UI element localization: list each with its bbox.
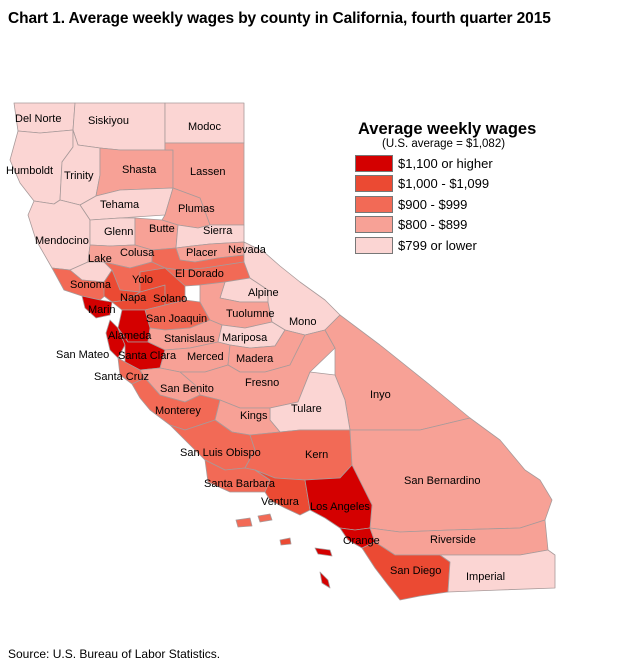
county-label-inyo: Inyo: [370, 389, 391, 401]
county-label-mariposa: Mariposa: [222, 332, 268, 344]
county-label-shasta: Shasta: [122, 164, 157, 176]
county-label-sonoma: Sonoma: [70, 279, 112, 291]
county-label-santa-barbara: Santa Barbara: [204, 478, 276, 490]
legend-item: $1,100 or higher: [352, 153, 582, 174]
legend-item: $1,000 - $1,099: [352, 174, 582, 195]
chart-title: Chart 1. Average weekly wages by county …: [8, 10, 551, 27]
county-label-madera: Madera: [236, 353, 274, 365]
county-label-fresno: Fresno: [245, 377, 279, 389]
legend-item: $800 - $899: [352, 215, 582, 236]
county-label-modoc: Modoc: [188, 121, 222, 133]
source-note: Source: U.S. Bureau of Labor Statistics.: [8, 647, 221, 661]
county-label-marin: Marin: [88, 304, 116, 316]
county-label-monterey: Monterey: [155, 405, 201, 417]
legend-items: $1,100 or higher $1,000 - $1,099 $900 - …: [352, 153, 582, 256]
legend-label: $800 - $899: [398, 217, 468, 233]
county-label-tulare: Tulare: [291, 403, 322, 415]
county-label-san-benito: San Benito: [160, 383, 214, 395]
county-label-san-diego: San Diego: [390, 565, 441, 577]
legend-label: $799 or lower: [398, 237, 477, 253]
map-legend: Average weekly wages (U.S. average = $1,…: [352, 120, 582, 256]
county-label-del-norte: Del Norte: [15, 113, 61, 125]
county-label-trinity: Trinity: [64, 170, 94, 182]
county-label-lake: Lake: [88, 253, 112, 265]
county-label-glenn: Glenn: [104, 226, 133, 238]
legend-swatch: [355, 154, 393, 172]
legend-subtitle: (U.S. average = $1,082): [382, 138, 506, 150]
county-label-san-mateo: San Mateo: [56, 349, 109, 361]
county-label-ventura: Ventura: [261, 496, 300, 508]
county-label-tehama: Tehama: [100, 199, 140, 211]
county-label-butte: Butte: [149, 223, 175, 235]
county-label-san-joaquin: San Joaquin: [146, 313, 207, 325]
county-ventura[interactable]: [254, 469, 311, 516]
county-label-orange: Orange: [343, 535, 380, 547]
island-santa-rosa: [235, 517, 253, 528]
legend-label: $1,000 - $1,099: [398, 176, 490, 192]
county-marin[interactable]: [81, 295, 113, 319]
legend-swatch: [355, 236, 393, 254]
county-label-el-dorado: El Dorado: [175, 268, 224, 280]
county-label-kings: Kings: [240, 410, 268, 422]
county-label-nevada: Nevada: [228, 244, 267, 256]
legend-label: $900 - $999: [398, 196, 468, 212]
county-label-alameda: Alameda: [108, 330, 152, 342]
legend-item: $900 - $999: [352, 194, 582, 215]
island-san-nicolas: [279, 537, 292, 546]
county-label-plumas: Plumas: [178, 203, 215, 215]
county-label-napa: Napa: [120, 292, 147, 304]
county-label-san-luis-obispo: San Luis Obispo: [180, 447, 261, 459]
county-label-yolo: Yolo: [132, 274, 153, 286]
legend-swatch: [355, 175, 393, 193]
county-label-kern: Kern: [305, 449, 328, 461]
island-catalina: [314, 547, 333, 557]
county-label-imperial: Imperial: [466, 571, 505, 583]
county-label-santa-clara: Santa Clara: [118, 350, 177, 362]
county-label-mendocino: Mendocino: [35, 235, 89, 247]
island-santa-cruz-island: [257, 513, 273, 523]
county-label-humboldt: Humboldt: [6, 165, 53, 177]
legend-title: Average weekly wages: [358, 120, 537, 138]
county-label-alpine: Alpine: [248, 287, 279, 299]
county-label-tuolumne: Tuolumne: [226, 308, 275, 320]
county-label-riverside: Riverside: [430, 534, 476, 546]
legend-item: $799 or lower: [352, 235, 582, 256]
legend-swatch: [355, 216, 393, 234]
county-imperial[interactable]: [439, 549, 556, 593]
legend-label: $1,100 or higher: [398, 155, 493, 171]
county-label-solano: Solano: [153, 293, 187, 305]
county-label-mono: Mono: [289, 316, 317, 328]
county-label-merced: Merced: [187, 351, 224, 363]
county-label-siskiyou: Siskiyou: [88, 115, 129, 127]
county-label-placer: Placer: [186, 247, 218, 259]
county-label-stanislaus: Stanislaus: [164, 333, 215, 345]
island-san-clemente: [319, 571, 331, 589]
county-label-los-angeles: Los Angeles: [310, 501, 370, 513]
county-label-san-bernardino: San Bernardino: [404, 475, 480, 487]
county-label-sierra: Sierra: [203, 225, 233, 237]
legend-swatch: [355, 195, 393, 213]
county-label-santa-cruz: Santa Cruz: [94, 371, 149, 383]
county-label-lassen: Lassen: [190, 166, 225, 178]
county-label-colusa: Colusa: [120, 247, 155, 259]
